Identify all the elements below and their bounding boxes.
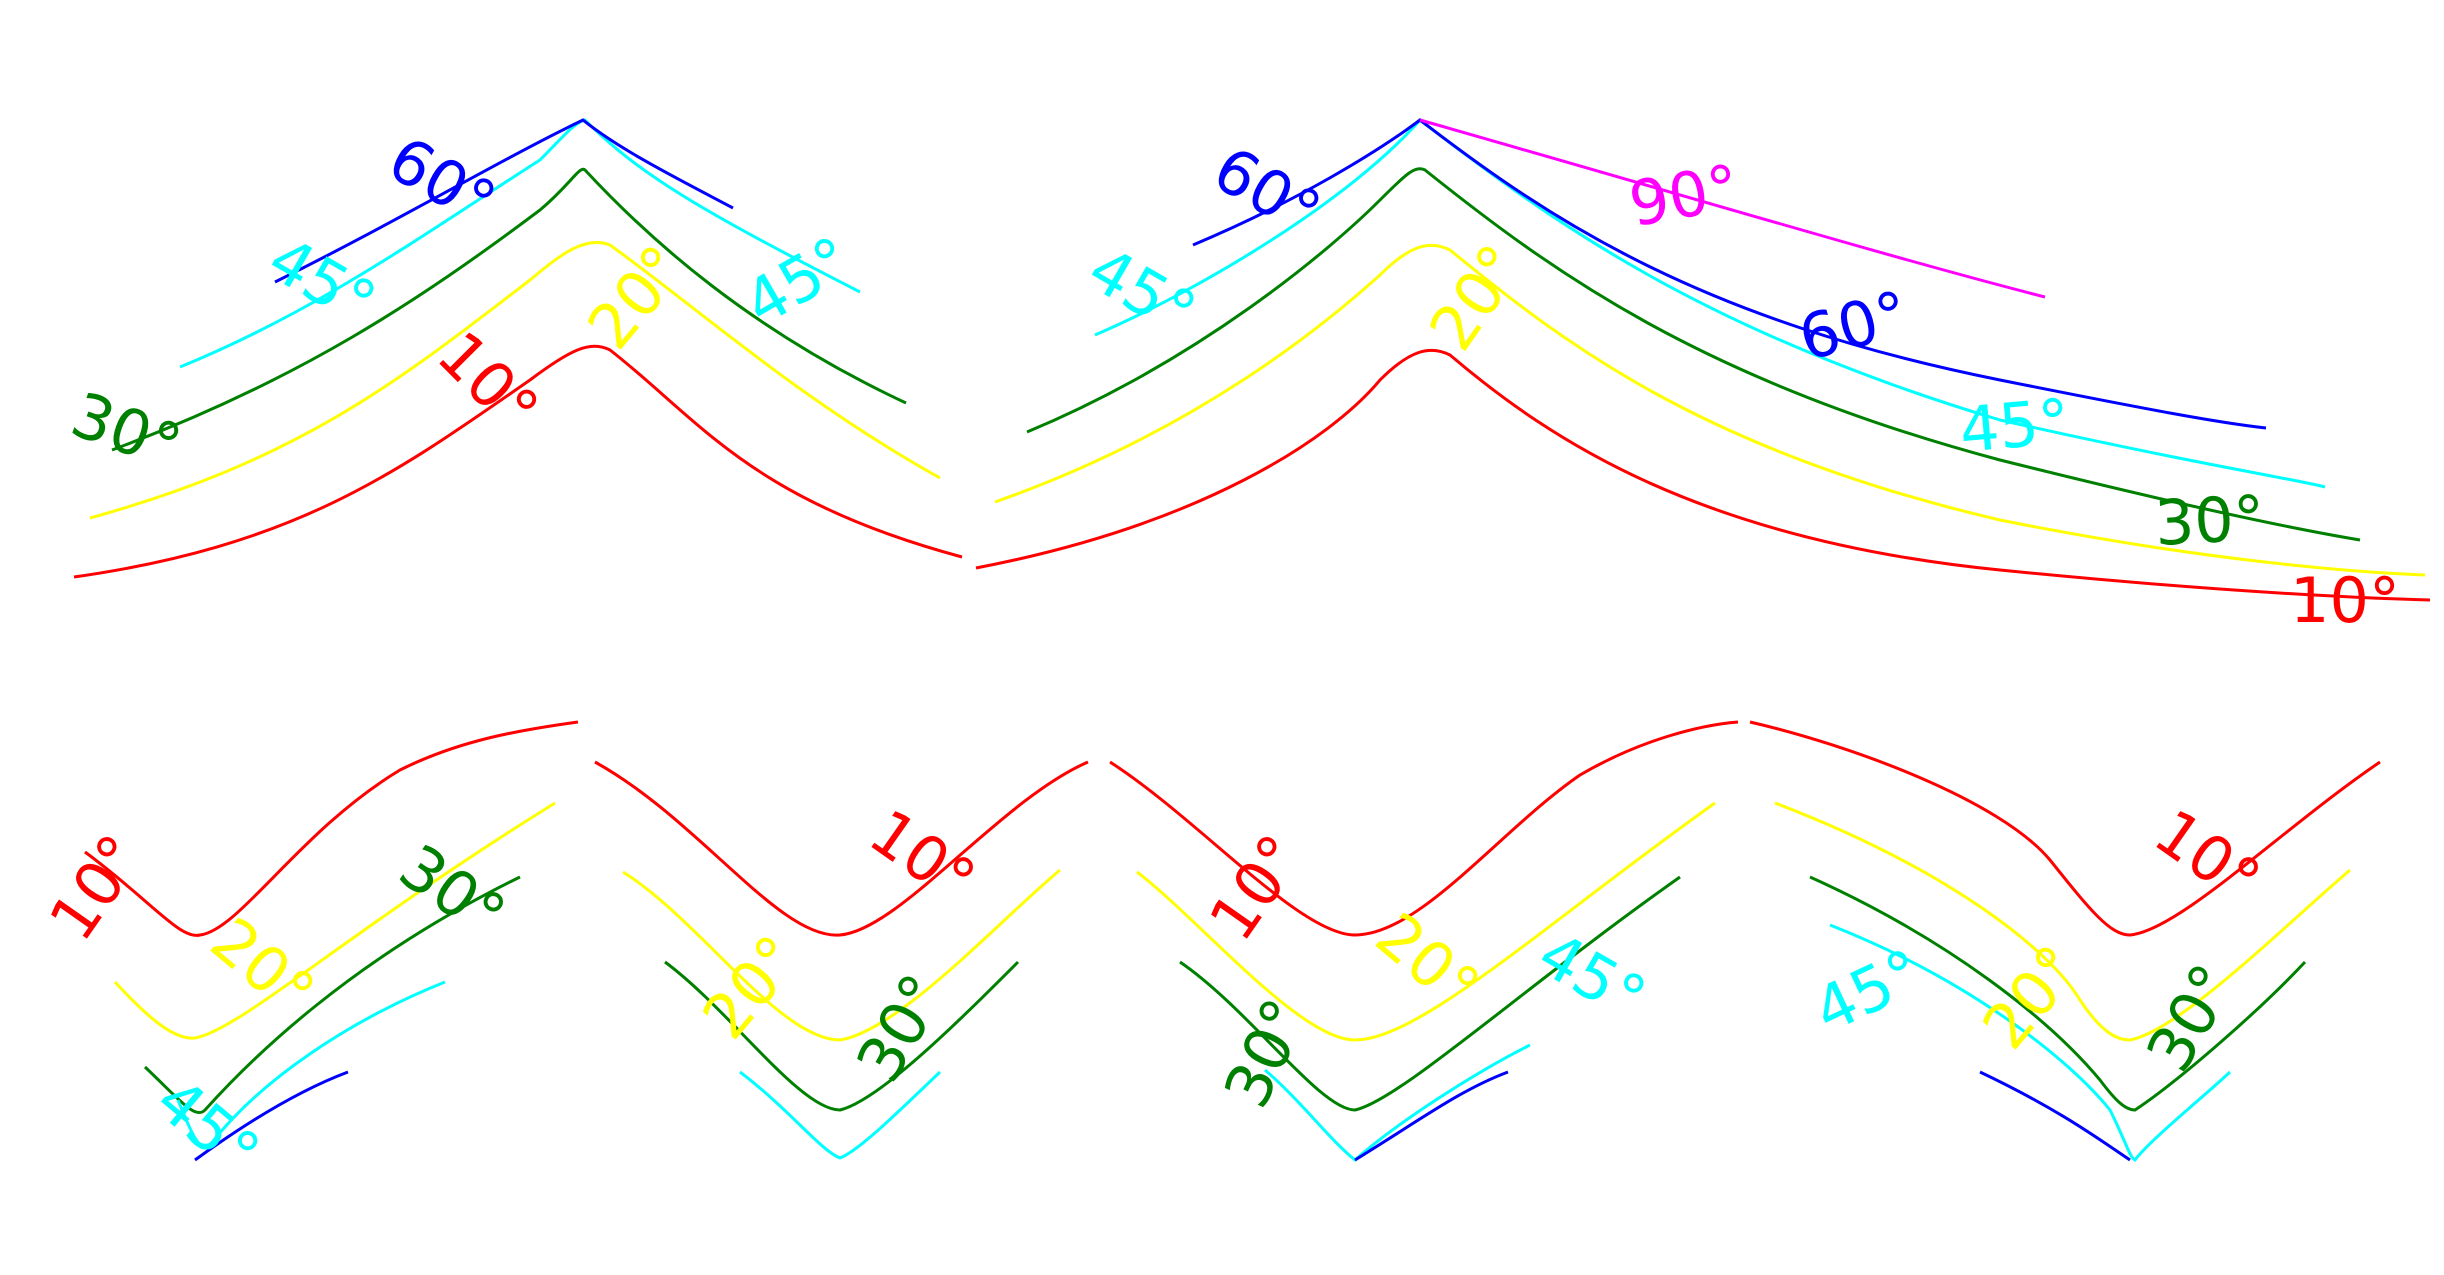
contour-line-45 — [1829, 923, 2232, 1162]
contour-line-10 — [594, 760, 1089, 937]
contour-line-10 — [73, 344, 963, 579]
contour-label: 10° — [2142, 795, 2274, 918]
contour-label: 10° — [857, 795, 989, 918]
contour-label: 30° — [387, 830, 519, 953]
contour-label: 45° — [1526, 917, 1658, 1035]
contour-line-45 — [1094, 117, 2326, 489]
contour-line-60 — [1192, 118, 2267, 430]
contour-label: 45° — [1957, 384, 2073, 466]
contour-line-45 — [179, 118, 861, 369]
contour-line-30 — [1179, 875, 1681, 1112]
contour-line-30 — [664, 960, 1020, 1112]
contour-labels: 60°45° 45°20°10°30°60°45° 20°90°60°45°30°1… — [35, 122, 2400, 1190]
contour-line-20 — [113, 801, 556, 1040]
contour-line-10 — [1109, 720, 1739, 937]
contour-line-10 — [1749, 720, 2381, 937]
contour-label: 60° — [1791, 276, 1916, 375]
contour-line-20 — [994, 243, 2426, 577]
contour-line-30 — [1809, 875, 2307, 1112]
contour-label: 60° — [376, 122, 508, 240]
contour-label: 90° — [1624, 150, 1745, 241]
contour-curves — [73, 117, 2431, 1162]
contour-label: 20° — [1968, 932, 2095, 1063]
contour-label: 45° — [732, 222, 864, 340]
contour-label: 30° — [1210, 988, 1323, 1118]
contour-line-10 — [84, 720, 579, 937]
contour-label: 20° — [573, 232, 700, 363]
contour-line-30 — [1026, 167, 2361, 542]
contour-label: 10° — [2290, 564, 2400, 637]
contour-label: 30° — [2153, 481, 2267, 560]
contour-line-60 — [1979, 1070, 2131, 1162]
contour-label: 10° — [35, 822, 158, 954]
contour-line-30 — [111, 167, 907, 452]
contour-line-45 — [1264, 1043, 1531, 1162]
contour-line-60 — [274, 118, 734, 284]
contour-line-60 — [1354, 1070, 1509, 1162]
contour-line-60 — [194, 1070, 349, 1162]
contour-line-20 — [1774, 801, 2351, 1042]
contour-label: 20° — [1415, 232, 1538, 364]
contour-line-20 — [1136, 801, 1716, 1042]
contour-label: 30° — [62, 378, 190, 484]
contour-label: 20° — [1362, 898, 1493, 1025]
contour-label: 45° — [1803, 935, 1933, 1048]
contour-line-20 — [89, 240, 941, 520]
contour-line-45 — [739, 1070, 942, 1160]
contour-line-45 — [176, 980, 446, 1149]
contour-label: 10° — [423, 317, 552, 446]
contour-line-90 — [1419, 118, 2046, 299]
contour-label: 20° — [688, 922, 815, 1053]
contour-line-20 — [622, 868, 1061, 1042]
contour-line-30 — [143, 875, 521, 1115]
contour-label: 45° — [1076, 232, 1208, 350]
contour-line-10 — [975, 348, 2431, 602]
contour-label: 30° — [842, 962, 960, 1094]
